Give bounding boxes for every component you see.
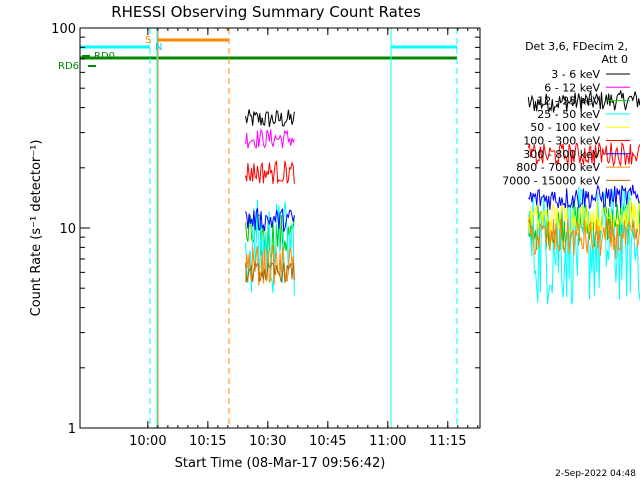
footer-date: 2-Sep-2022 04:48 [555,469,636,479]
x-axis-label: Start Time (08-Mar-17 09:56:42) [175,456,386,471]
y-axis-label: Count Rate (s⁻¹ detector⁻¹) [29,140,44,317]
series-100-300kev [245,141,640,185]
legend-entry-label: 7000 - 15000 keV [502,174,600,187]
series-line [245,109,295,128]
chart-title: RHESSI Observing Summary Count Rates [111,3,421,21]
y-tick-label: 10 [59,222,76,237]
series-3-6kev [245,90,640,128]
series-800-7000kev [245,218,640,286]
series-line [245,207,295,232]
legend-header: Att 0 [602,53,628,66]
legend-entry-label: 50 - 100 keV [530,121,600,134]
series-line [527,218,640,260]
flag-label: RD6 [58,61,79,72]
attenuator-bands [80,38,457,60]
plot-frame [79,27,481,429]
series-line [245,128,295,149]
x-tick-label: 10:15 [189,434,226,449]
x-tick-label: 10:45 [309,434,346,449]
legend-entry-label: 25 - 50 keV [537,108,600,121]
flag-layer: RD0 RD6 SN [58,35,162,72]
y-tick-label: 100 [51,22,76,37]
legend-entry-label: 6 - 12 keV [544,81,600,94]
series-50-100kev [527,198,640,234]
legend-header: Det 3,6, FDecim 2, [525,40,628,53]
series-line [527,198,640,234]
series-line [527,90,640,113]
legend-entry-label: 3 - 6 keV [551,68,600,81]
series-layer [245,90,640,305]
series-7000-15000kev [245,261,295,284]
x-tick-label: 10:30 [249,434,286,449]
x-tick-label: 11:15 [429,434,466,449]
vertical-markers [149,28,458,428]
flag-label: RD0 [94,51,115,62]
legend-entry-label: 300 - 800 keV [523,148,600,161]
legend-entry-label: 100 - 300 keV [523,135,600,148]
series-line [527,141,640,168]
time-marker-label: N [155,42,162,53]
series-line [527,186,640,305]
legend-entry-label: 12 - 25 keV [537,95,600,108]
x-tick-label: 10:00 [129,434,166,449]
axes: 10:00 10:15 10:30 10:45 11:00 11:15 1 10 100 [51,22,480,449]
time-marker-label: S [145,35,151,46]
x-tick-label: 11:00 [369,434,406,449]
series-line [245,160,295,185]
y-tick-label: 1 [68,422,76,437]
series-300-800kev [245,183,640,232]
series-line [527,183,640,211]
series-line [245,261,295,284]
legend-entry-label: 800 - 7000 keV [516,161,600,174]
series-6-12kev [245,128,295,149]
